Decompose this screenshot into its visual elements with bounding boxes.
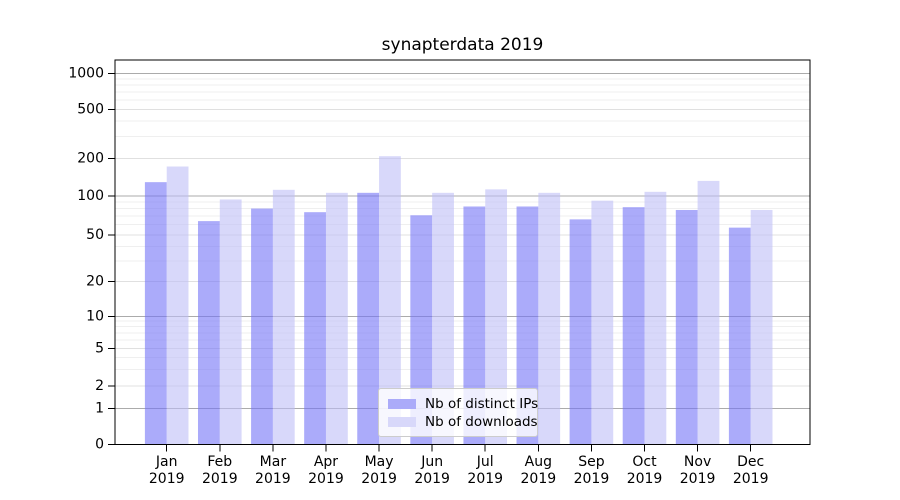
bar-nb-of-distinct-ips: [728, 227, 751, 445]
x-tick-label: Aug: [525, 454, 552, 470]
y-tick-label: 500: [77, 101, 104, 117]
x-tick-label: Nov: [684, 454, 711, 470]
bar-nb-of-downloads: [591, 200, 614, 445]
bar-nb-of-distinct-ips: [410, 215, 433, 445]
y-tick-label: 100: [77, 188, 104, 204]
x-tick-label: 2019: [255, 471, 291, 487]
bar-nb-of-distinct-ips: [357, 192, 380, 445]
bar-nb-of-downloads: [219, 199, 242, 445]
bar-nb-of-distinct-ips: [675, 209, 698, 445]
x-tick-label: 2019: [521, 471, 557, 487]
bar-nb-of-downloads: [750, 209, 773, 445]
chart-title: synapterdata 2019: [381, 35, 544, 55]
bar-nb-of-downloads: [379, 156, 401, 445]
x-tick-label: 2019: [574, 471, 610, 487]
x-tick-label: Jan: [155, 454, 178, 470]
x-tick-label: 2019: [467, 471, 503, 487]
x-tick-label: 2019: [733, 471, 769, 487]
bar-nb-of-distinct-ips: [251, 208, 273, 445]
x-tick-label: 2019: [680, 471, 716, 487]
bar-nb-of-downloads: [644, 191, 667, 445]
y-tick-label: 10: [86, 308, 104, 324]
bar-nb-of-downloads: [325, 192, 348, 445]
bar-nb-of-distinct-ips: [569, 219, 592, 445]
legend-label-distinct-ips: Nb of distinct IPs: [425, 395, 539, 412]
bar-nb-of-distinct-ips: [144, 182, 167, 445]
y-tick-label: 200: [77, 150, 104, 166]
y-tick-label: 20: [86, 274, 104, 290]
bar-nb-of-distinct-ips: [463, 206, 486, 445]
x-tick-label: May: [365, 454, 394, 470]
x-tick-label: 2019: [202, 471, 238, 487]
y-tick-label: 2: [95, 378, 104, 394]
bar-nb-of-downloads: [697, 180, 720, 445]
bar-nb-of-downloads: [538, 192, 561, 445]
y-tick-label: 0: [95, 437, 104, 453]
y-tick-label: 5: [95, 340, 104, 356]
bar-nb-of-downloads: [485, 189, 508, 445]
legend: Nb of distinct IPs Nb of downloads: [378, 388, 538, 437]
bar-nb-of-distinct-ips: [516, 206, 539, 445]
x-tick-label: Oct: [632, 454, 657, 470]
legend-swatch-downloads: [388, 416, 416, 427]
x-tick-label: Dec: [737, 454, 764, 470]
x-tick-label: Sep: [578, 454, 605, 470]
x-tick-label: 2019: [627, 471, 663, 487]
bar-nb-of-downloads: [166, 166, 189, 445]
y-tick-label: 1000: [68, 65, 104, 81]
x-tick-label: Jul: [476, 454, 494, 470]
bar-nb-of-distinct-ips: [304, 212, 326, 445]
legend-label-downloads: Nb of downloads: [425, 413, 538, 430]
bar-nb-of-downloads: [272, 189, 295, 445]
x-tick-label: 2019: [308, 471, 344, 487]
x-tick-label: 2019: [149, 471, 185, 487]
legend-swatch-distinct-ips: [388, 398, 416, 409]
y-tick-label: 1: [95, 400, 104, 416]
legend-item-downloads: Nb of downloads: [388, 413, 538, 430]
bar-nb-of-downloads: [432, 192, 454, 445]
bar-nb-of-distinct-ips: [197, 221, 220, 445]
bar-nb-of-distinct-ips: [622, 207, 645, 445]
x-tick-label: Mar: [260, 454, 287, 470]
x-tick-label: Feb: [207, 454, 232, 470]
x-tick-label: Apr: [314, 454, 338, 470]
legend-item-distinct-ips: Nb of distinct IPs: [388, 395, 538, 412]
x-tick-label: 2019: [414, 471, 450, 487]
plot-border: [114, 59, 811, 446]
x-tick-label: Jun: [420, 454, 443, 470]
y-tick-label: 50: [86, 227, 104, 243]
x-tick-label: 2019: [361, 471, 397, 487]
